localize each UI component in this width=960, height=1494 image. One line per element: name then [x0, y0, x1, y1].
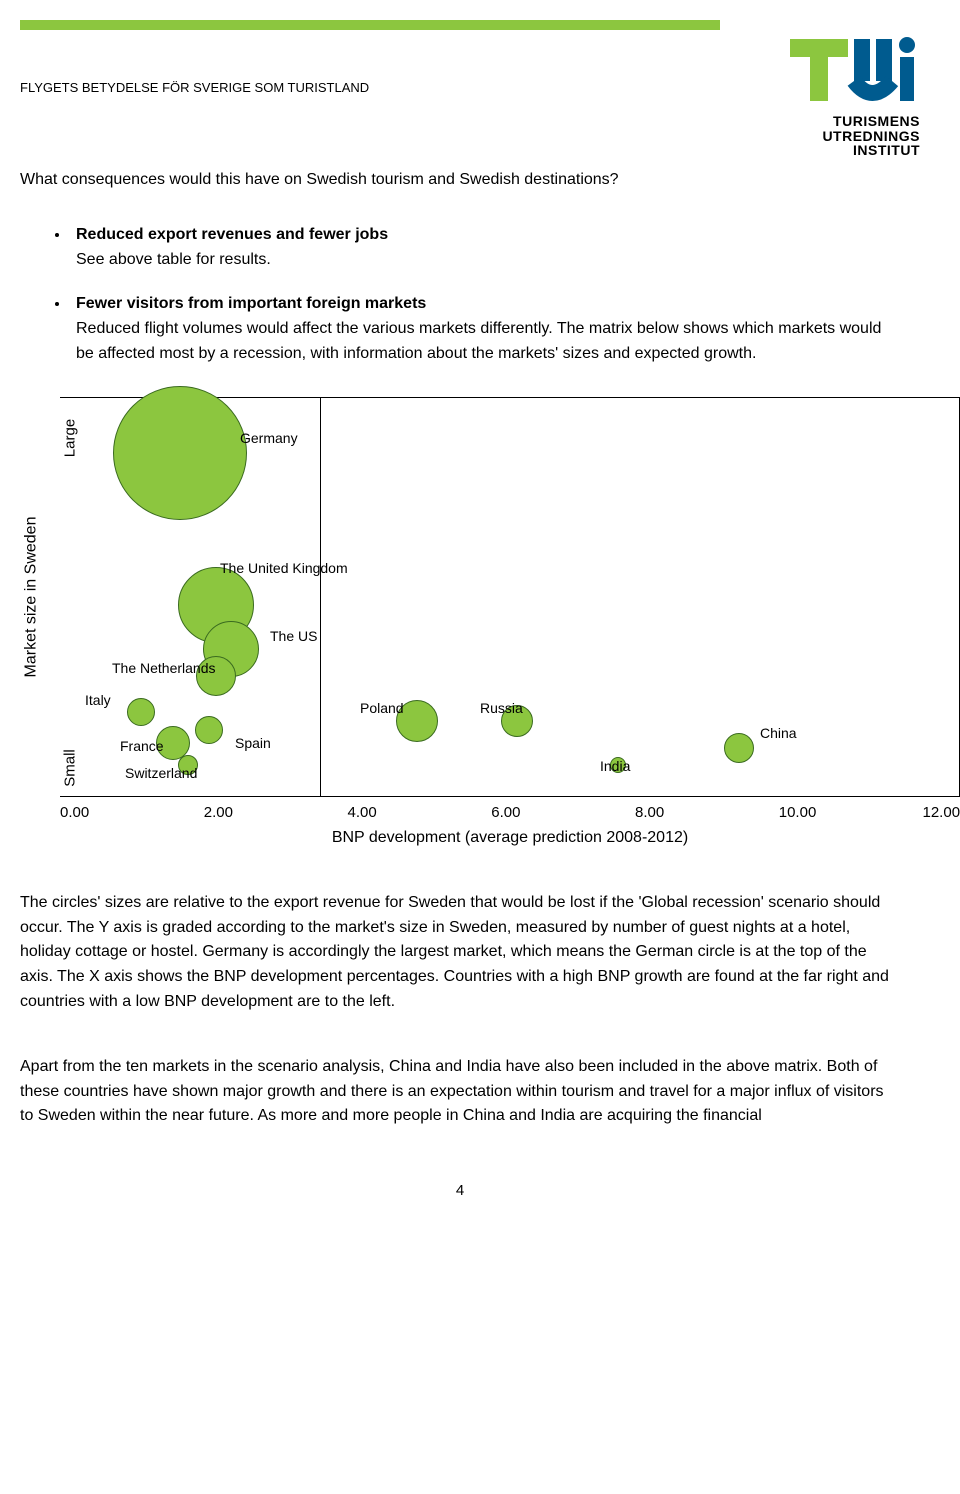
bullet-item: Reduced export revenues and fewer jobs S… — [70, 223, 900, 273]
x-tick: 10.00 — [779, 801, 923, 824]
logo: TURISMENS UTREDNINGS INSTITUT — [790, 30, 920, 158]
bubble-label: The United Kingdom — [220, 558, 348, 580]
paragraph-2: Apart from the ten markets in the scenar… — [20, 1055, 900, 1129]
bullet-title: Reduced export revenues and fewer jobs — [76, 223, 900, 248]
content: What consequences would this have on Swe… — [0, 158, 960, 1242]
bullet-title: Fewer visitors from important foreign ma… — [76, 292, 900, 317]
x-tick: 12.00 — [923, 801, 960, 824]
bubble-germany — [113, 386, 247, 520]
bullet-body: Reduced flight volumes would affect the … — [76, 317, 900, 367]
bubble-label: France — [120, 736, 164, 758]
x-axis-label: BNP development (average prediction 2008… — [60, 824, 960, 851]
bubble-label: China — [760, 723, 797, 745]
paragraph-1: The circles' sizes are relative to the e… — [20, 891, 900, 1015]
bullet-body: See above table for results. — [76, 248, 900, 273]
bubble-label: Spain — [235, 733, 271, 755]
bubble-label: Russia — [480, 698, 523, 720]
x-axis-ticks: 0.002.004.006.008.0010.0012.00 — [60, 797, 960, 824]
bullet-item: Fewer visitors from important foreign ma… — [70, 292, 900, 366]
green-stripe — [20, 20, 720, 30]
doc-label: FLYGETS BETYDELSE FÖR SVERIGE SOM TURIST… — [20, 30, 369, 95]
x-tick: 4.00 — [348, 801, 492, 824]
tui-logo-icon — [790, 35, 920, 105]
bubble-label: The Netherlands — [112, 658, 216, 680]
header: FLYGETS BETYDELSE FÖR SVERIGE SOM TURIST… — [0, 30, 960, 158]
bubble-italy — [127, 698, 155, 726]
bubble-label: India — [600, 756, 630, 778]
bullet-list: Reduced export revenues and fewer jobs S… — [20, 223, 900, 367]
x-tick: 2.00 — [204, 801, 348, 824]
bubble-label: The US — [270, 626, 317, 648]
x-tick: 0.00 — [60, 801, 204, 824]
y-axis-label: Market size in Sweden — [20, 516, 45, 677]
logo-text: TURISMENS UTREDNINGS INSTITUT — [790, 114, 920, 158]
x-tick: 6.00 — [491, 801, 635, 824]
bubble-label: Switzerland — [125, 763, 197, 785]
x-tick: 8.00 — [635, 801, 779, 824]
logo-text-l1: TURISMENS — [790, 114, 920, 129]
bubble-label: Germany — [240, 428, 298, 450]
page-number: 4 — [20, 1179, 900, 1202]
bubble-spain — [195, 716, 223, 744]
logo-text-l3: INSTITUT — [790, 143, 920, 158]
y-axis-small: Small — [58, 749, 81, 787]
y-axis-large: Large — [58, 419, 81, 457]
bubble-china — [724, 733, 754, 763]
bubble-label: Poland — [360, 698, 404, 720]
vertical-gridline — [320, 398, 321, 796]
bubble-label: Italy — [85, 690, 111, 712]
bubble-chart: Market size in Sweden Large Small German… — [60, 397, 960, 797]
intro-question: What consequences would this have on Swe… — [20, 168, 900, 193]
logo-text-l2: UTREDNINGS — [790, 129, 920, 144]
